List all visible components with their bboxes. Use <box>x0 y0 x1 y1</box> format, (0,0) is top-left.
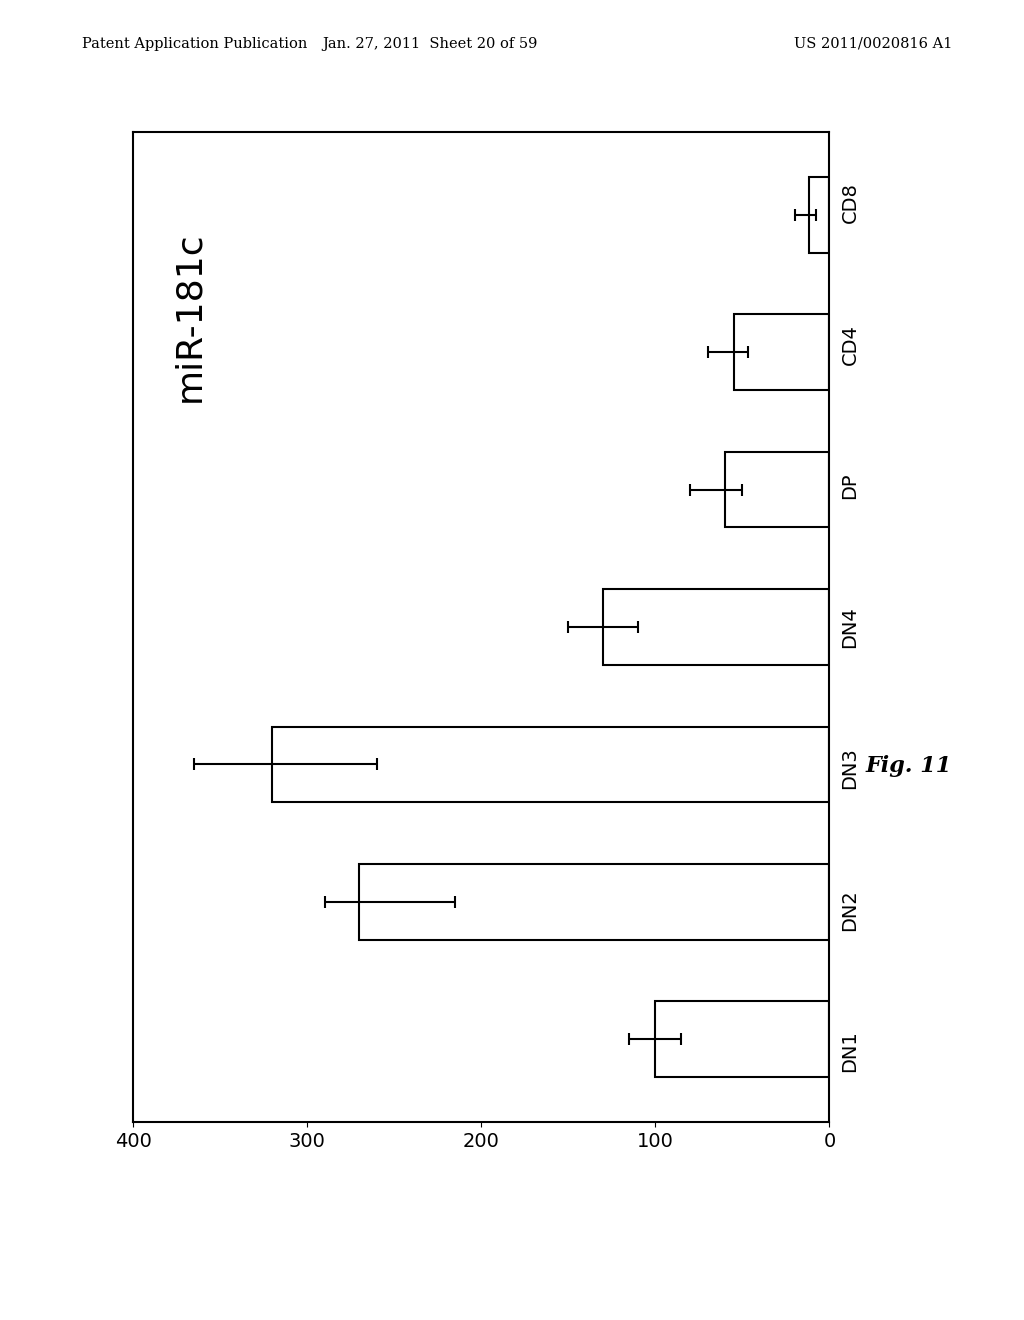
Bar <box>733 314 829 389</box>
Text: DP: DP <box>841 473 859 499</box>
Text: Fig. 11: Fig. 11 <box>865 755 951 776</box>
Text: US 2011/0020816 A1: US 2011/0020816 A1 <box>794 37 952 51</box>
Text: DN2: DN2 <box>841 888 859 931</box>
Text: CD4: CD4 <box>841 323 859 364</box>
Bar <box>603 589 829 665</box>
Text: DN3: DN3 <box>841 747 859 789</box>
Bar <box>655 1002 829 1077</box>
Bar <box>809 177 829 252</box>
Bar <box>359 865 829 940</box>
Bar <box>725 451 829 528</box>
Text: miR-181c: miR-181c <box>172 231 206 401</box>
Bar <box>272 726 829 803</box>
Text: CD8: CD8 <box>841 182 859 223</box>
Text: DN4: DN4 <box>841 606 859 648</box>
Text: Jan. 27, 2011  Sheet 20 of 59: Jan. 27, 2011 Sheet 20 of 59 <box>323 37 538 51</box>
Text: Patent Application Publication: Patent Application Publication <box>82 37 307 51</box>
Text: DN1: DN1 <box>841 1031 859 1072</box>
